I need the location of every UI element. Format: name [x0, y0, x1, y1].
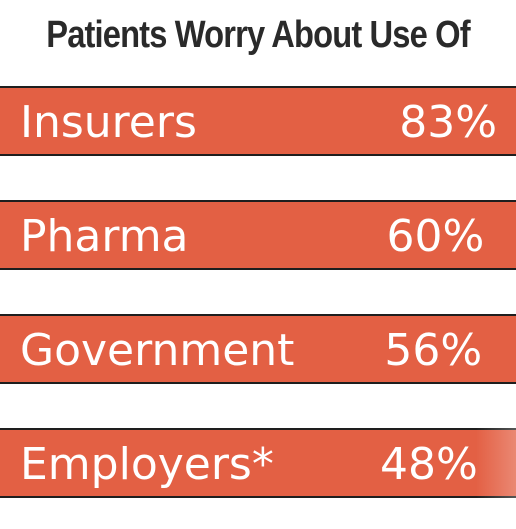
bar-value-label: 48%: [380, 439, 478, 490]
bar-label: Insurers: [20, 97, 197, 148]
bar-value-label: 56%: [384, 325, 482, 376]
bar-label: Employers*: [20, 439, 274, 490]
bar-pharma: [0, 200, 516, 270]
bar-label: Pharma: [20, 211, 189, 262]
bar-employers: [0, 428, 516, 498]
bar-government: [0, 314, 516, 384]
bar-insurers: [0, 86, 516, 156]
bar-value-label: 60%: [387, 211, 485, 262]
bar-value-label: 83%: [399, 97, 497, 148]
bar-label: Government: [20, 325, 294, 376]
chart-title: Patients Worry About Use Of: [46, 14, 470, 56]
